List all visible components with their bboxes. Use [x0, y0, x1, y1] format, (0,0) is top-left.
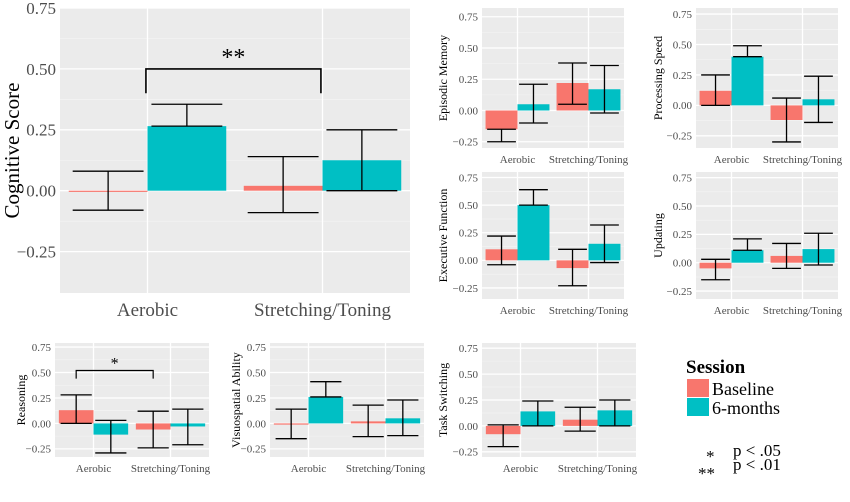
y-tick-label: −0.25	[667, 286, 693, 298]
panel-executive: −0.25 0.00 0.25 0.50 0.75 Aerobic Stretching/T…	[436, 172, 629, 317]
bar-6-months-0	[147, 126, 227, 191]
bar-6-months-0	[308, 396, 344, 424]
y-tick-label: 0.75	[247, 342, 267, 354]
significance-symbol-single: *	[706, 447, 715, 466]
y-tick-label: 0.75	[459, 12, 479, 24]
bar-6-months-0	[731, 56, 764, 106]
y-axis-label: Executive Function	[436, 189, 450, 283]
panel-episodic: −0.25 0.00 0.25 0.50 0.75 Aerobic Stretching/T…	[436, 8, 629, 166]
y-axis-label: Updating	[651, 213, 665, 258]
x-tick-label: Aerobic	[76, 463, 112, 475]
y-axis-label: Visuospatial Ability	[229, 352, 243, 448]
significance-marker: **	[221, 45, 245, 71]
y-tick-label: 0.00	[459, 105, 479, 117]
panel-processing: −0.25 0.00 0.25 0.50 0.75 Aerobic Stretching/T…	[651, 8, 843, 166]
y-tick-label: 0.75	[673, 9, 693, 21]
panel-background	[60, 8, 410, 293]
significance-marker: *	[111, 355, 119, 372]
y-tick-label: 0.00	[32, 418, 52, 430]
y-tick-label: 0.25	[459, 74, 479, 86]
legend-label-6-months: 6-months	[712, 398, 780, 418]
y-tick-label: −0.25	[667, 131, 693, 143]
y-tick-label: 0.25	[459, 395, 479, 407]
significance-text-single: p < .05	[733, 441, 781, 460]
x-tick-label: Aerobic	[117, 300, 178, 321]
y-tick-label: 0.50	[673, 39, 693, 51]
panel-background	[55, 343, 209, 457]
legend: Session Baseline 6-months	[686, 357, 780, 418]
legend-swatch-6-months	[687, 398, 709, 416]
significance-bracket	[75, 369, 154, 379]
y-tick-label: −0.25	[453, 283, 479, 295]
bar-baseline-0	[485, 110, 518, 130]
bar-6-months-0	[517, 205, 550, 261]
x-tick-label: Stretching/Toning	[549, 305, 629, 317]
significance-symbol-double: **	[698, 464, 715, 483]
y-tick-label: −0.25	[453, 447, 479, 459]
y-axis-label: Episodic Memory	[436, 35, 450, 121]
y-tick-label: 0.75	[673, 173, 693, 185]
legend-title: Session	[686, 357, 746, 378]
legend-swatch-baseline	[687, 379, 709, 397]
x-tick-label: Stretching/Toning	[131, 463, 211, 475]
x-tick-label: Aerobic	[291, 463, 327, 475]
panel-taskswitch: −0.25 0.00 0.25 0.50 0.75 Aerobic Stretching/T…	[436, 343, 638, 475]
panel-visuospatial: −0.25 0.00 0.25 0.50 0.75 Aerobic Stretching/T…	[229, 342, 426, 475]
y-tick-label: −0.25	[26, 444, 52, 456]
significance-text-double: p < .01	[733, 455, 781, 474]
y-tick-label: 0.75	[459, 343, 479, 355]
panel-cognitive: −0.25 0.00 0.25 0.50 0.75 Aerobic Stretching/T…	[0, 0, 410, 321]
y-tick-label: 0.00	[673, 100, 693, 112]
y-tick-label: 0.50	[459, 200, 479, 212]
y-tick-label: 0.25	[247, 393, 267, 405]
x-tick-label: Stretching/Toning	[346, 463, 426, 475]
x-tick-label: Stretching/Toning	[763, 154, 843, 166]
y-tick-label: 0.75	[459, 172, 479, 184]
y-tick-label: 0.25	[673, 229, 693, 241]
panel-updating: −0.25 0.00 0.25 0.50 0.75 Aerobic Stretching/T…	[651, 172, 843, 317]
y-tick-label: −0.25	[241, 444, 267, 456]
legend-label-baseline: Baseline	[712, 379, 774, 399]
y-tick-label: 0.50	[26, 60, 56, 79]
y-tick-label: 0.25	[32, 393, 52, 405]
x-tick-label: Stretching/Toning	[254, 300, 391, 321]
y-tick-label: −0.25	[17, 243, 56, 262]
y-tick-label: 0.25	[26, 121, 56, 140]
x-tick-label: Aerobic	[714, 305, 750, 317]
y-tick-label: 0.25	[459, 228, 479, 240]
y-tick-label: 0.50	[673, 201, 693, 213]
y-tick-label: 0.00	[673, 258, 693, 270]
y-axis-label: Cognitive Score	[0, 83, 24, 219]
y-tick-label: 0.25	[673, 70, 693, 82]
y-axis-label: Reasoning	[14, 375, 28, 426]
x-tick-label: Stretching/Toning	[763, 305, 843, 317]
x-tick-label: Aerobic	[500, 305, 536, 317]
y-tick-label: 0.75	[26, 0, 56, 18]
x-tick-label: Stretching/Toning	[549, 154, 629, 166]
y-tick-label: 0.00	[459, 421, 479, 433]
y-axis-label: Processing Speed	[651, 36, 665, 120]
y-tick-label: 0.50	[247, 367, 267, 379]
panel-background	[696, 172, 838, 299]
x-tick-label: Aerobic	[503, 463, 539, 475]
y-axis-label: Task Switching	[436, 363, 450, 437]
x-tick-label: Stretching/Toning	[558, 463, 638, 475]
y-tick-label: 0.50	[459, 43, 479, 55]
y-tick-label: −0.25	[453, 137, 479, 149]
x-tick-label: Aerobic	[500, 154, 536, 166]
panel-background	[696, 8, 838, 148]
y-tick-label: 0.00	[247, 418, 267, 430]
bar-6-months-0	[731, 250, 764, 263]
panels-layer: −0.25 0.00 0.25 0.50 0.75 Aerobic Stretching/T…	[0, 0, 843, 475]
y-tick-label: 0.50	[32, 367, 52, 379]
y-tick-label: 0.75	[32, 342, 52, 354]
x-tick-label: Aerobic	[714, 154, 750, 166]
panel-reasoning: −0.25 0.00 0.25 0.50 0.75 Aerobic Stretching/T…	[14, 342, 211, 475]
y-tick-label: 0.50	[459, 369, 479, 381]
y-tick-label: 0.00	[459, 255, 479, 267]
significance-bracket	[145, 68, 322, 94]
y-tick-label: 0.00	[26, 182, 56, 201]
significance-key: * p < .05 ** p < .01	[698, 441, 781, 483]
